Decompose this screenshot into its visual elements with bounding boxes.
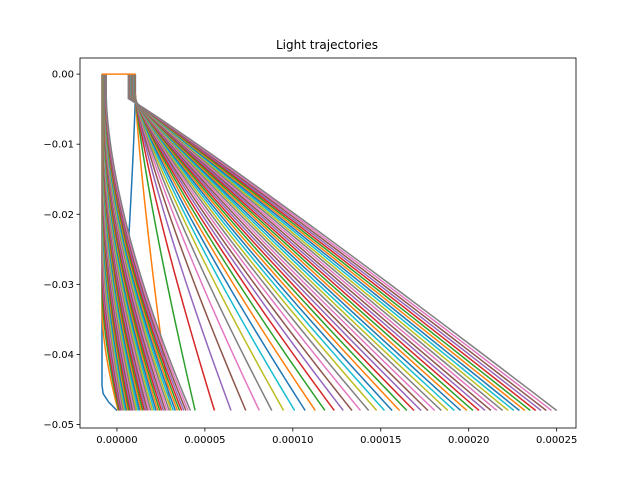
trajectory-line [133,74,273,411]
trajectory-line [132,74,370,411]
trajectory-line [131,74,386,411]
x-tick-label: 0.00015 [360,435,401,446]
y-tick-label: −0.01 [43,140,74,151]
trajectory-line [132,74,344,411]
trajectory-line [133,74,247,411]
x-tick-label: 0.00025 [536,435,577,446]
trajectory-line [132,74,362,411]
trajectory-line [132,74,335,411]
trajectory-line [134,74,232,411]
trajectory-line [127,74,558,412]
y-tick-label: 0.00 [52,70,74,81]
x-tick-label: 0.00000 [96,435,137,446]
trajectory-line [133,74,285,411]
x-tick-label: 0.00005 [184,435,225,446]
y-tick-label: −0.04 [43,350,74,361]
x-tick-label: 0.00010 [272,435,313,446]
trajectory-line [133,74,260,411]
trajectory-line [105,74,192,411]
axes-frame [79,57,577,429]
trajectory-line [131,74,393,411]
trajectory-line [131,74,401,411]
x-tick-label: 0.00020 [448,435,489,446]
y-tick-label: −0.05 [43,420,74,431]
y-tick-label: −0.03 [43,280,74,291]
y-tick-label: −0.02 [43,210,74,221]
trajectory-line [134,74,196,411]
trajectory-line [133,74,316,411]
plot-lines [101,73,558,412]
x-axis: 0.00000 0.00005 0.00010 0.00015 0.00020 0.000… [96,428,577,446]
trajectory-line [133,74,306,411]
y-axis: 0.00 −0.01 −0.02 −0.03 −0.04 −0.05 [43,70,80,431]
chart-title: Light trajectories [276,38,378,52]
trajectory-line [133,74,296,411]
trajectory-line [132,74,326,411]
trajectory-line [132,74,353,411]
trajectory-line [131,74,378,411]
trajectory-line [134,74,216,411]
